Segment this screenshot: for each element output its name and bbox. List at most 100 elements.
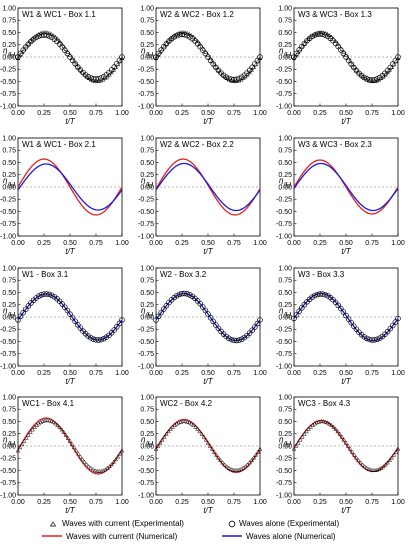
triangle-point xyxy=(222,74,227,79)
triangle-point xyxy=(257,56,263,61)
experimental-current-series xyxy=(15,29,125,84)
y-tick-label: -1.00 xyxy=(276,103,292,110)
triangle-point xyxy=(329,422,334,427)
triangle-point xyxy=(113,64,118,69)
y-axis-label-numerator: η xyxy=(279,46,284,55)
y-tick-label: -0.50 xyxy=(276,339,292,346)
y-tick-label: 1.00 xyxy=(140,135,154,142)
triangle-point xyxy=(304,429,309,434)
y-tick-label: 0.50 xyxy=(278,160,292,167)
triangle-point xyxy=(55,36,60,41)
x-tick-label: 0.50 xyxy=(339,110,353,117)
x-tick-label: 0.25 xyxy=(37,499,51,506)
experimental-current-series xyxy=(291,419,401,473)
y-tick-label: -0.75 xyxy=(138,480,154,487)
triangle-point xyxy=(113,457,118,462)
x-tick-label: 0.75 xyxy=(227,110,241,117)
triangle-point xyxy=(22,438,27,443)
circle-point xyxy=(293,50,300,57)
x-tick-label: 0.25 xyxy=(37,110,51,117)
triangle-point xyxy=(243,74,248,79)
triangle-point xyxy=(191,422,196,427)
x-tick-label: 0.25 xyxy=(313,240,327,247)
y-axis-label-numerator: η xyxy=(279,306,284,315)
triangle-point xyxy=(63,46,69,51)
y-tick-label: -0.25 xyxy=(276,327,292,334)
triangle-point xyxy=(168,36,173,41)
triangle-point xyxy=(34,33,39,38)
triangle-point xyxy=(230,78,236,83)
y-tick-label: -0.75 xyxy=(276,91,292,98)
triangle-point xyxy=(69,441,75,446)
numerical-current-line xyxy=(17,158,123,216)
y-axis-label-denominator: /H xyxy=(282,311,291,320)
legend-label-num-current: Waves with current (Numerical) xyxy=(66,532,178,541)
panel-title: W3 & WC3 - Box 1.3 xyxy=(298,10,372,19)
circle-point xyxy=(390,322,396,329)
y-axis-label: η/H xyxy=(279,46,291,60)
y-tick-label: -1.00 xyxy=(138,363,154,370)
numerical-alone-line xyxy=(155,162,261,212)
triangle-point xyxy=(325,420,330,425)
x-axis-label: t/T xyxy=(65,506,75,515)
y-tick-label: 0.50 xyxy=(278,290,292,297)
circle-point xyxy=(43,291,50,297)
triangle-point xyxy=(119,56,125,61)
triangle-point xyxy=(224,75,229,81)
experimental-alone-series xyxy=(153,290,263,344)
triangle-point xyxy=(387,67,392,72)
y-tick-label: 0.50 xyxy=(2,419,16,426)
triangle-point xyxy=(327,421,332,426)
triangle-point xyxy=(117,451,123,456)
y-tick-label: -0.25 xyxy=(138,456,154,463)
panel-title: W2 - Box 3.2 xyxy=(160,270,207,279)
circle-point xyxy=(226,335,232,342)
triangle-point xyxy=(306,426,311,431)
y-axis-label-numerator: η xyxy=(3,306,8,315)
triangle-point xyxy=(160,437,165,442)
x-tick-label: 0.75 xyxy=(227,499,241,506)
triangle-point xyxy=(341,49,347,54)
x-tick-label: 0.25 xyxy=(37,370,51,377)
panel-1: 1.00 0.75 0.50 0.25 0.00 -0.25 -0.50 -0.75 -1.00… xyxy=(0,5,129,126)
triangle-point xyxy=(86,75,91,81)
triangle-point xyxy=(51,33,56,38)
y-tick-label: 0.25 xyxy=(278,302,292,309)
x-tick-label: 0.00 xyxy=(11,499,25,506)
x-tick-label: 0.75 xyxy=(365,370,379,377)
triangle-point xyxy=(389,455,394,460)
y-tick-label: 0.50 xyxy=(140,160,154,167)
y-axis-label: η/H xyxy=(141,435,153,449)
panel-title: W3 & WC3 - Box 2.3 xyxy=(298,140,372,149)
triangle-point xyxy=(65,49,71,54)
triangle-point xyxy=(195,38,200,43)
triangle-point xyxy=(22,46,27,51)
triangle-point xyxy=(345,56,351,61)
legend-item-exp-alone: Waves alone (Experimental) xyxy=(228,519,340,528)
triangle-point xyxy=(339,46,345,51)
x-tick-label: 0.00 xyxy=(287,499,301,506)
x-tick-label: 0.00 xyxy=(11,240,25,247)
triangle-point xyxy=(193,424,198,429)
triangle-point xyxy=(26,432,31,437)
y-tick-label: 0.50 xyxy=(140,290,154,297)
x-axis-label: t/T xyxy=(203,377,213,386)
triangle-point xyxy=(53,34,58,39)
triangle-point xyxy=(393,59,399,64)
y-tick-label: -0.25 xyxy=(276,456,292,463)
panel-title: WC1 - Box 4.1 xyxy=(22,399,75,408)
legend-label-exp-current: Waves with current (Experimental) xyxy=(62,519,184,528)
triangle-point xyxy=(28,38,33,43)
triangle-point xyxy=(391,452,397,457)
triangle-point xyxy=(306,36,311,41)
circle-point xyxy=(223,74,229,80)
triangle-point xyxy=(350,449,355,454)
y-tick-label: 1.00 xyxy=(140,394,154,401)
triangle-point xyxy=(164,431,169,436)
triangle-point xyxy=(320,30,326,35)
y-tick-label: -0.25 xyxy=(138,327,154,334)
x-tick-label: 0.50 xyxy=(63,240,77,247)
triangle-point xyxy=(17,445,23,450)
triangle-point xyxy=(153,446,159,451)
y-axis-label-numerator: η xyxy=(141,435,146,444)
